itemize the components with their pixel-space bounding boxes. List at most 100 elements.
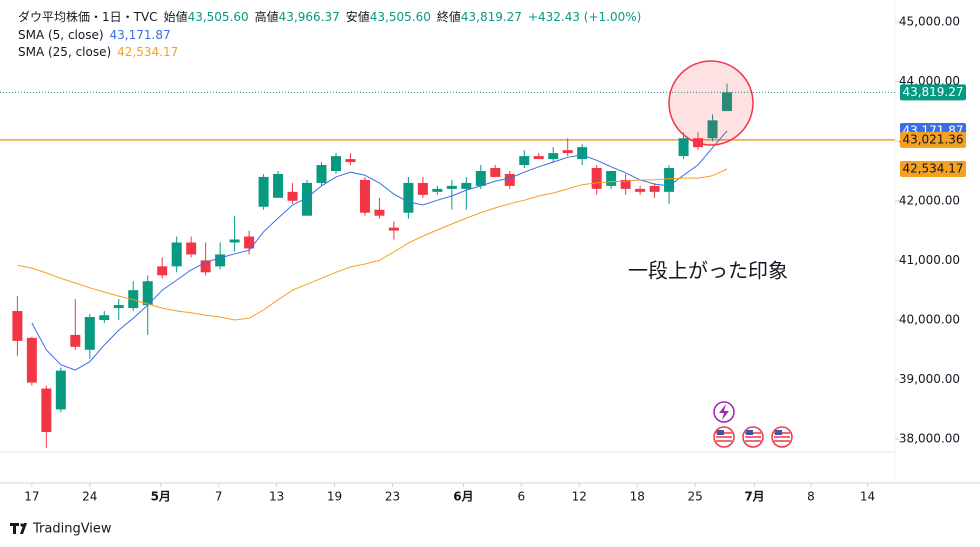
candle-body (562, 150, 573, 154)
candle-body (577, 147, 588, 160)
price-tag (900, 160, 966, 177)
candle-body (70, 334, 81, 347)
candle-body (142, 281, 153, 306)
ohlc-label: 終値 (437, 9, 461, 24)
y-tick-label: 40,000.00 (899, 312, 960, 326)
candle-body (55, 370, 66, 410)
ohlc-value: 43,966.37 (279, 10, 340, 24)
candle-body (128, 290, 139, 309)
candle-body (287, 191, 298, 201)
candle-body (461, 182, 472, 189)
candle-body (417, 182, 428, 195)
legend-name: SMA (25, close) (18, 45, 111, 59)
x-tick-label: 14 (860, 490, 875, 504)
x-tick-label: 8 (807, 490, 815, 504)
candle-body (548, 153, 559, 160)
candle-body (504, 173, 515, 186)
candle-body (41, 388, 52, 433)
candle-body (403, 182, 414, 213)
candle-body (635, 188, 646, 192)
canton (717, 430, 724, 435)
ohlc-value: 43,505.60 (370, 10, 431, 24)
candle-body (12, 311, 23, 341)
price-tag (900, 84, 966, 101)
x-tick-label: 6月 (453, 490, 473, 504)
candle-body (316, 165, 327, 183)
candle-body (244, 236, 255, 249)
candle-body (519, 156, 530, 166)
x-tick-label: 18 (630, 490, 645, 504)
x-tick-label: 25 (688, 490, 703, 504)
ohlc: 始値43,505.60 高値43,966.37 安値43,505.60 終値43,81… (164, 9, 522, 24)
candle-body (533, 156, 544, 160)
x-tick-label: 17 (24, 490, 39, 504)
x-tick-label: 13 (269, 490, 284, 504)
legend-value: 43,171.87 (110, 28, 171, 42)
highlight-circle (668, 60, 754, 146)
price-tag-label: 43,021.36 (902, 132, 963, 146)
price-tag-label: 42,534.17 (902, 161, 963, 175)
candle-body (722, 92, 733, 112)
logo-mark (10, 523, 27, 534)
y-tick-label: 41,000.00 (899, 253, 960, 267)
ohlc-label: 高値 (255, 9, 279, 24)
ohlc-label: 始値 (164, 9, 188, 24)
event-icons (713, 401, 793, 448)
symbol: ダウ平均株価・1日・TVC (18, 9, 158, 24)
canton (775, 430, 782, 435)
legend-sma5: SMA (5, close) 43,171.87 (18, 28, 171, 42)
candle-body (388, 227, 399, 231)
legend-value: 42,534.17 (117, 45, 178, 59)
candle-body (186, 242, 197, 255)
candle-body (432, 188, 443, 192)
candle-body (678, 138, 689, 157)
x-tick-label: 23 (385, 490, 400, 504)
plot (0, 83, 895, 449)
header: ダウ平均株価・1日・TVC 始値43,505.60 高値43,966.37 安値43,… (18, 9, 641, 24)
candle-body (606, 170, 617, 186)
price-tag (900, 131, 966, 148)
candle-body (374, 209, 385, 216)
candle-body (99, 315, 110, 320)
annotation: 一段上がった印象 (628, 259, 788, 283)
candle-body (620, 179, 631, 189)
x-tick-label: 19 (327, 490, 342, 504)
candle-body (171, 242, 182, 267)
legend-sma25: SMA (25, close) 42,534.17 (18, 45, 178, 59)
ohlc-value: 43,505.60 (188, 10, 249, 24)
logo-dot (20, 523, 24, 527)
x-tick-label: 5月 (151, 490, 171, 504)
x-tick-label: 12 (572, 490, 587, 504)
change: +432.43 (+1.00%) (528, 10, 641, 24)
candle-body (490, 168, 501, 177)
candle-body (273, 173, 284, 198)
candle-body (649, 185, 660, 192)
candle-body (26, 337, 37, 383)
candle-body (113, 305, 124, 309)
candle-body (258, 176, 269, 207)
canton (746, 430, 753, 435)
y-tick-label: 45,000.00 (899, 14, 960, 28)
y-tick-label: 38,000.00 (899, 432, 960, 446)
candle-body (707, 120, 718, 139)
candle-body (591, 168, 602, 189)
flag-icons (713, 426, 793, 448)
candle-body (84, 317, 95, 350)
brand: TradingView (32, 522, 112, 537)
candle-body (664, 168, 675, 192)
candle-body (157, 266, 168, 276)
x-tick-label: 7 (215, 490, 223, 504)
candle-body (475, 170, 486, 186)
legend-name: SMA (5, close) (18, 28, 104, 42)
candle-body (215, 254, 226, 267)
candle-body (330, 156, 341, 171)
sma-line (17, 168, 728, 321)
candle-body (302, 182, 313, 216)
ohlc-value: 43,819.27 (461, 10, 522, 24)
x-tick-label: 24 (82, 490, 97, 504)
price-tag-label: 43,819.27 (902, 85, 963, 99)
y-tick-label: 42,000.00 (899, 193, 960, 207)
logo: TradingView (10, 522, 112, 537)
candle-body (200, 260, 211, 273)
x-tick-label: 6 (518, 490, 526, 504)
